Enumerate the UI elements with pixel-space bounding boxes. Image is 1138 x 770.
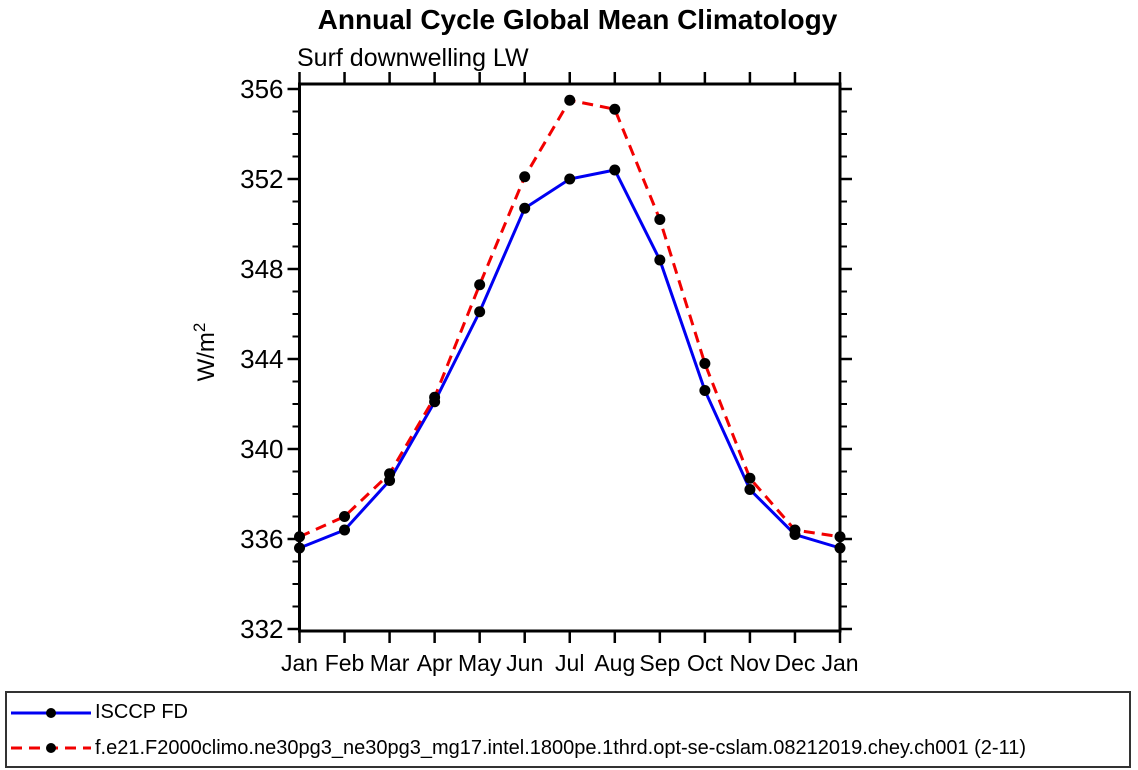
legend-box: ISCCP FD f.e21.F2000climo.ne30pg3_ne30pg… [5,691,1131,768]
month-label: Apr [417,650,453,676]
svg-text:W/m2: W/m2 [190,323,220,382]
series-1 [294,94,846,543]
month-label: Sep [639,650,680,676]
data-point-marker [474,279,486,291]
month-label: Jan [821,650,858,676]
x-axis-month-labels: Jan Feb Mar Apr May Jun Jul Aug Sep Oct Nov Dec Jan [281,650,859,676]
data-point-marker [834,531,846,543]
month-label: Jul [555,650,584,676]
y-tick-label: 332 [240,614,283,644]
month-label: Feb [325,650,365,676]
legend-marker-dot [46,743,56,754]
legend-item-isccp-fd: ISCCP FD [7,697,1129,729]
data-point-marker [339,511,351,522]
legend-marker-dot [46,707,56,718]
x-axis-ticks [298,72,842,643]
data-point-marker [609,103,621,115]
data-point-marker [654,214,666,225]
data-point-marker [294,531,305,543]
data-point-marker [834,542,846,554]
y-tick-label: 336 [240,524,283,554]
y-tick-label: 352 [240,164,283,194]
plot-frame [298,82,842,633]
data-point-marker [519,202,531,214]
legend-label-isccp-fd: ISCCP FD [95,701,188,724]
data-point-marker [564,94,576,106]
y-tick-label: 348 [240,254,283,284]
month-label: Oct [687,650,723,676]
chart-title: Annual Cycle Global Mean Climatology [317,4,838,35]
data-point-marker [699,358,711,369]
y-tick-label: 344 [240,344,283,374]
y-tick-label: 356 [240,74,283,104]
data-point-marker [429,391,441,403]
month-label: Aug [594,650,635,676]
data-point-marker [474,306,486,318]
y-tick-label: 340 [240,434,283,464]
series-0 [294,164,846,554]
data-point-marker [744,472,756,484]
data-point-marker [699,385,711,396]
month-label: Mar [370,650,410,676]
data-point-marker [294,542,305,554]
data-point-marker [339,524,351,536]
data-point-marker [384,468,396,480]
y-axis-tick-labels: 332 336 340 344 348 352 356 [240,74,283,644]
legend-label-model-run: f.e21.F2000climo.ne30pg3_ne30pg3_mg17.in… [95,736,1027,759]
month-label: Jan [281,650,318,676]
data-point-marker [654,254,666,266]
month-label: Jun [506,650,543,676]
month-label: Nov [729,650,770,676]
month-label: May [458,650,502,676]
y-axis-ticks [287,87,852,631]
series-line-1 [298,98,841,539]
chart-subtitle: Surf downwelling LW [297,44,529,72]
y-axis-title: W/m2 [190,323,220,382]
data-point-marker [789,524,801,536]
legend-item-model-run: f.e21.F2000climo.ne30pg3_ne30pg3_mg17.in… [7,732,1129,764]
month-label: Dec [775,650,816,676]
data-point-marker [744,484,756,495]
legend-line-swatch-0 [11,707,91,718]
data-point-marker [609,164,621,176]
data-point-marker [564,173,576,185]
legend-line-swatch-1 [11,743,91,754]
series-line-0 [298,168,841,550]
data-point-marker [519,171,531,183]
